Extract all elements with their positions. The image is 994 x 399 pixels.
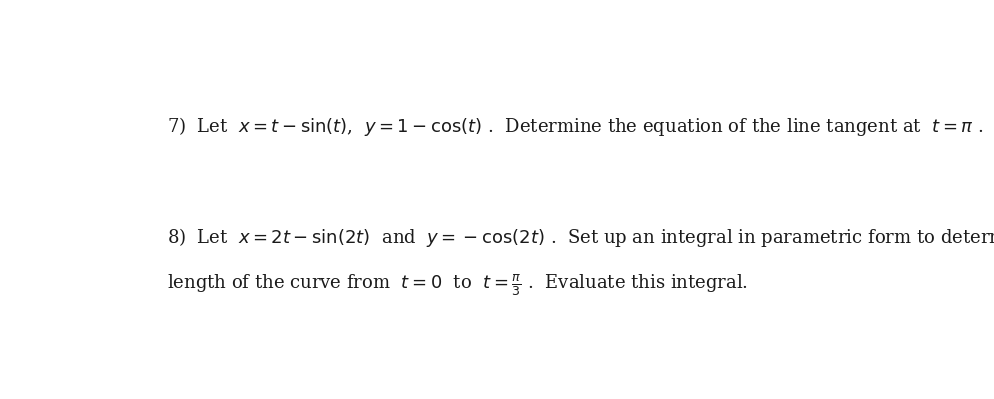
Text: length of the curve from  $t = 0$  to  $t = \frac{\pi}{3}$ .  Evaluate this inte: length of the curve from $t = 0$ to $t =…: [167, 272, 747, 298]
Text: 7)  Let  $x = t-\sin(t)$,  $y = 1-\cos(t)$ .  Determine the equation of the line: 7) Let $x = t-\sin(t)$, $y = 1-\cos(t)$ …: [167, 115, 982, 138]
Text: 8)  Let  $x = 2t-\sin(2t)$  and  $y = -\cos(2t)$ .  Set up an integral in parame: 8) Let $x = 2t-\sin(2t)$ and $y = -\cos(…: [167, 226, 994, 249]
